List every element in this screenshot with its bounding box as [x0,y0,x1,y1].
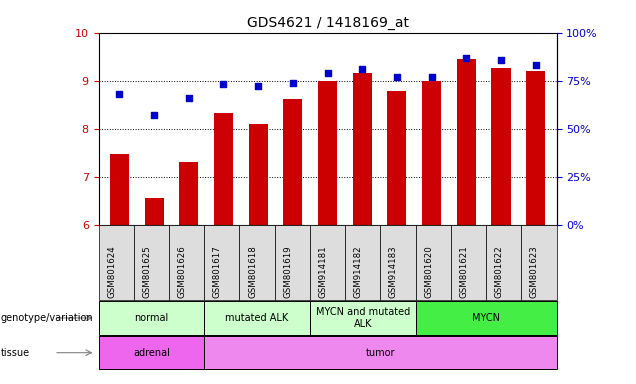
Text: GSM914181: GSM914181 [319,245,328,298]
Bar [318,81,337,225]
Point [184,95,194,101]
Bar [214,113,233,225]
Bar [422,81,441,225]
Bar [492,68,511,225]
Text: GSM801618: GSM801618 [248,245,257,298]
Title: GDS4621 / 1418169_at: GDS4621 / 1418169_at [247,16,408,30]
Bar [110,154,129,225]
Bar [526,71,545,225]
Point [287,79,298,86]
Point [114,91,125,97]
Text: GSM801620: GSM801620 [424,245,433,298]
Point [530,62,541,68]
Text: GSM801623: GSM801623 [530,245,539,298]
Point [149,112,159,118]
Point [461,55,471,61]
Text: GSM801624: GSM801624 [107,245,116,298]
Text: GSM801621: GSM801621 [459,245,469,298]
Bar [353,73,372,225]
Point [322,70,333,76]
Bar [457,59,476,225]
Text: GSM801626: GSM801626 [177,245,186,298]
Bar [249,124,268,225]
Bar [283,99,302,225]
Point [218,81,228,88]
Point [392,74,402,80]
Text: GSM801619: GSM801619 [283,245,293,298]
Bar [144,198,163,225]
Bar [387,91,406,225]
Text: GSM914183: GSM914183 [389,245,398,298]
Text: GSM801625: GSM801625 [142,245,151,298]
Text: tumor: tumor [366,348,395,358]
Text: GSM801617: GSM801617 [213,245,222,298]
Text: genotype/variation: genotype/variation [1,313,93,323]
Text: tissue: tissue [1,348,30,358]
Text: GSM914182: GSM914182 [354,245,363,298]
Point [427,74,437,80]
Point [253,83,263,89]
Text: normal: normal [134,313,169,323]
Text: GSM801622: GSM801622 [495,245,504,298]
Point [357,66,368,72]
Text: mutated ALK: mutated ALK [226,313,289,323]
Bar [179,162,198,225]
Point [496,56,506,63]
Text: adrenal: adrenal [133,348,170,358]
Text: MYCN and mutated
ALK: MYCN and mutated ALK [315,307,410,329]
Text: MYCN: MYCN [472,313,500,323]
